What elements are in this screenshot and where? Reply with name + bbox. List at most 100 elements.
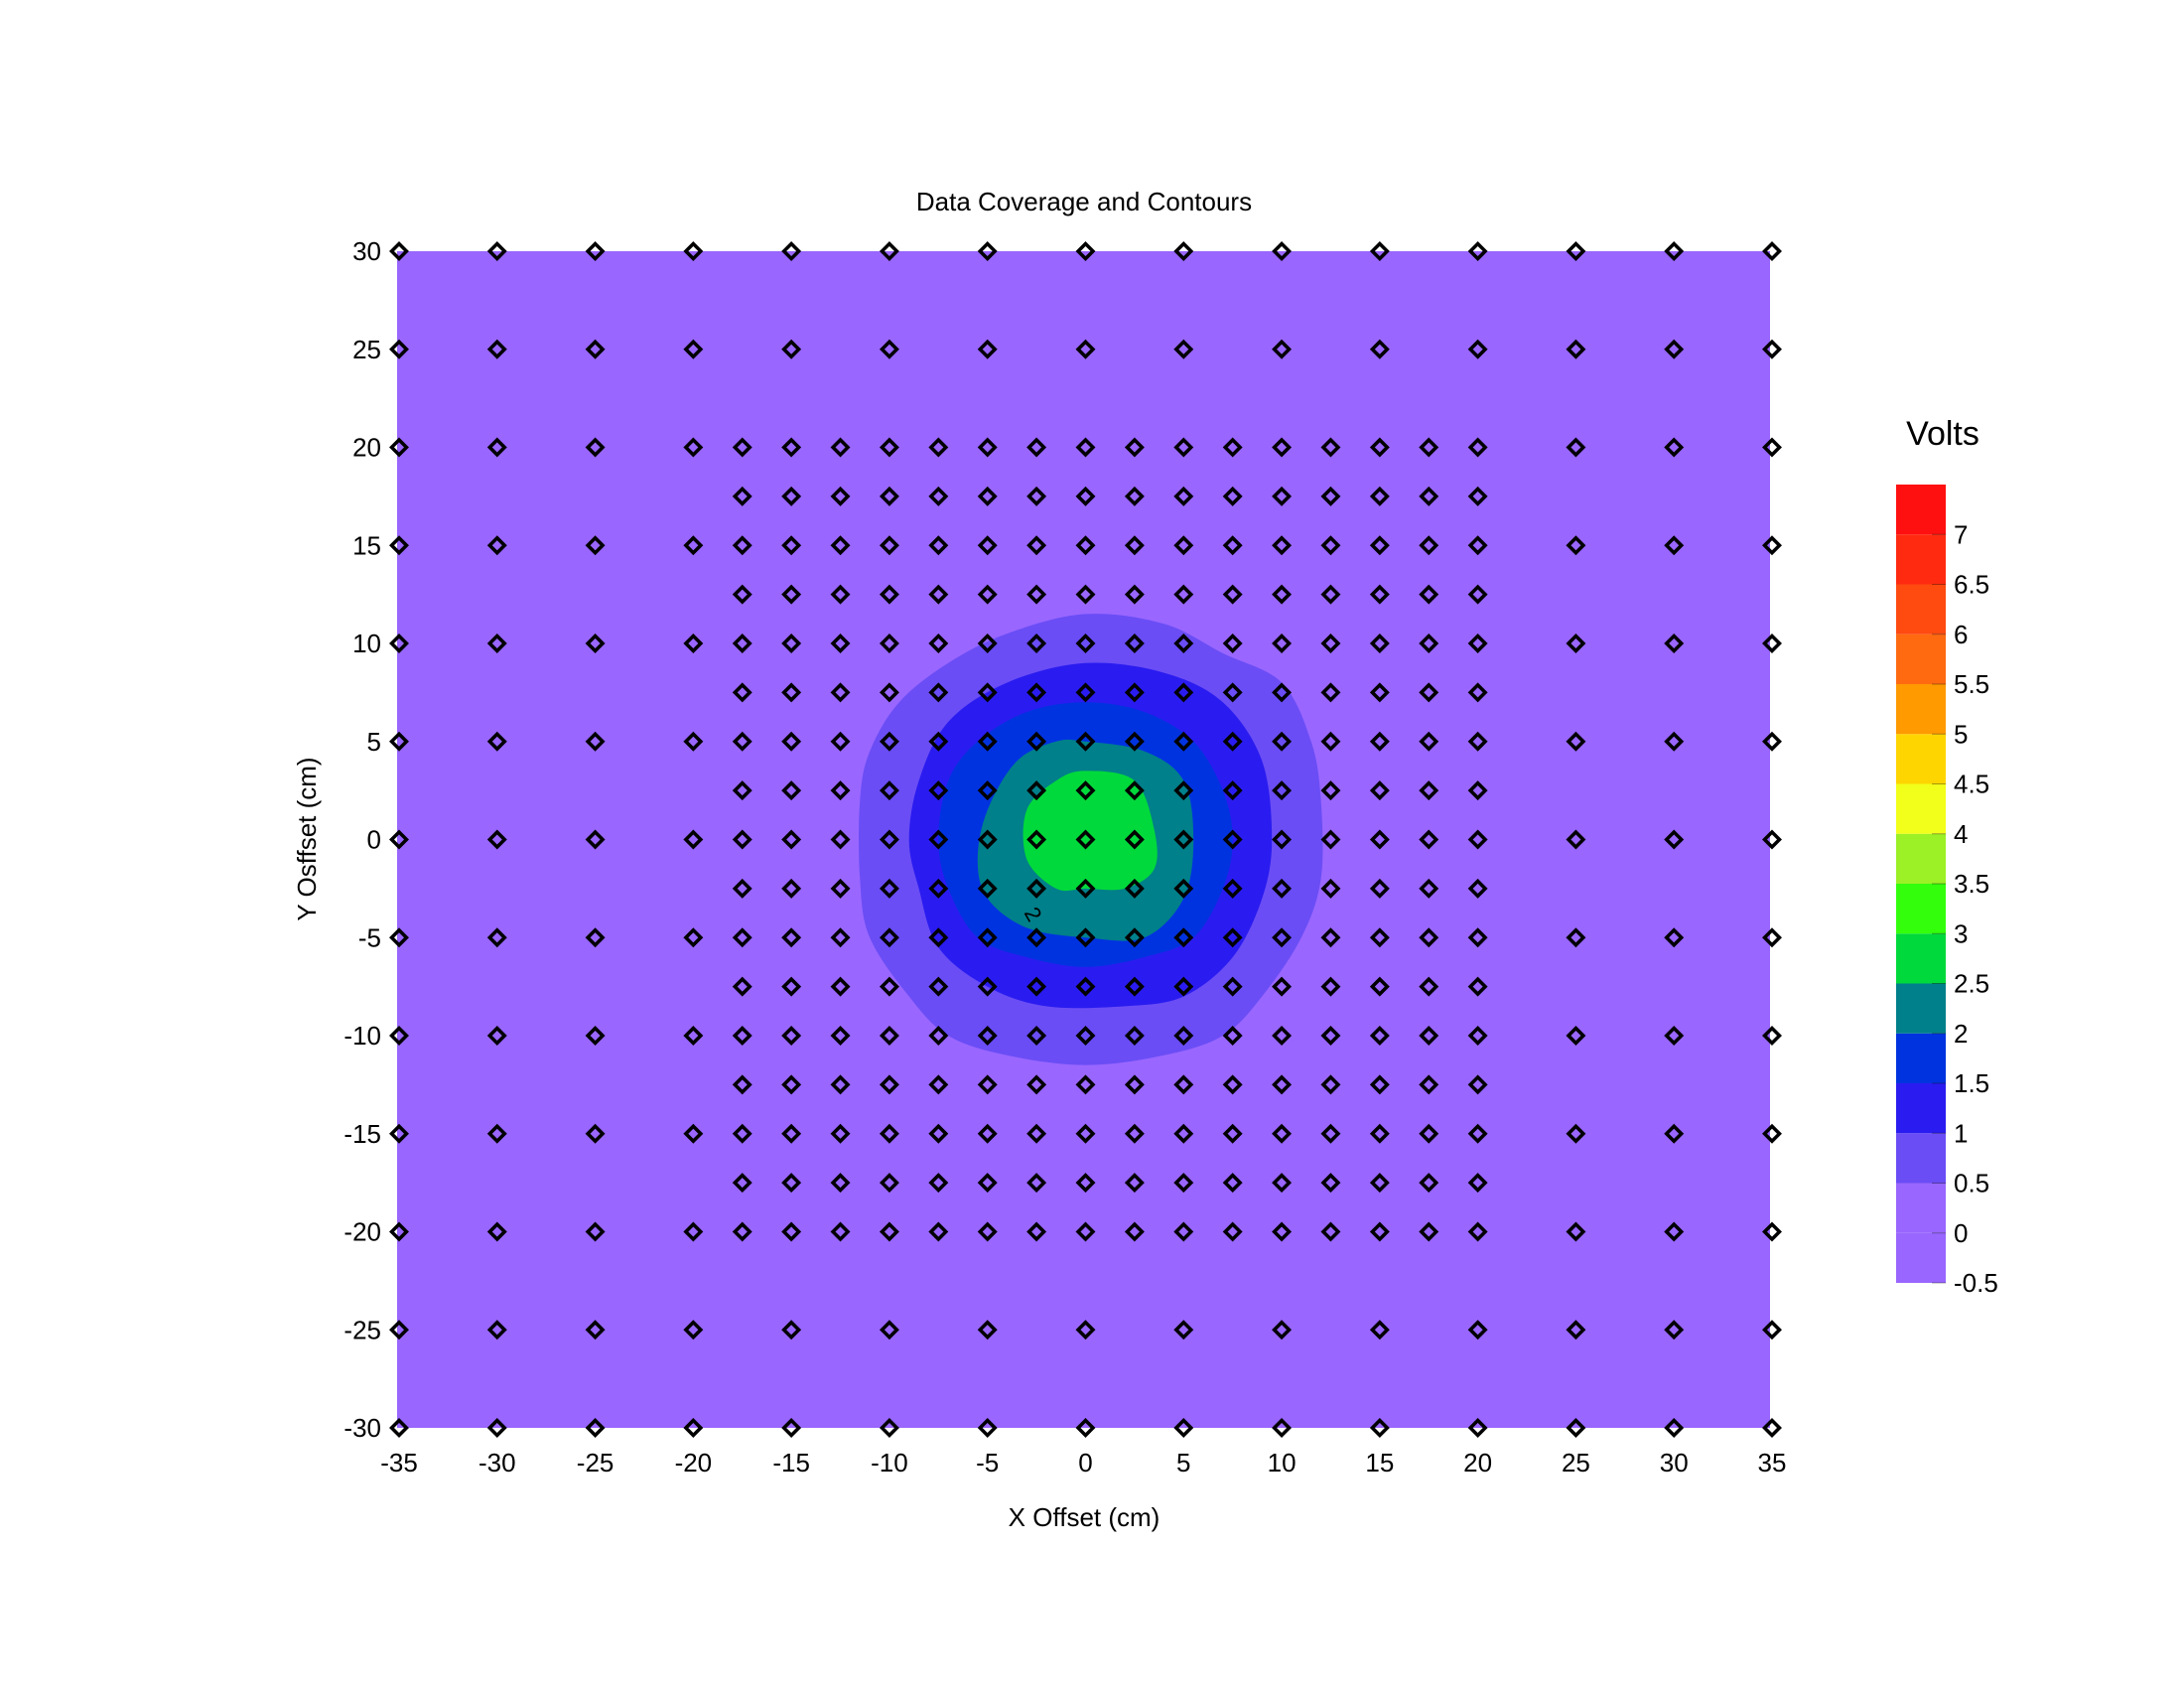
sample-point xyxy=(486,437,507,458)
sample-point xyxy=(1762,927,1782,948)
sample-point xyxy=(1467,633,1488,653)
sample-point xyxy=(879,1221,899,1242)
sample-point xyxy=(977,437,998,458)
sample-point xyxy=(1467,535,1488,556)
sample-point xyxy=(977,927,998,948)
sample-point xyxy=(1173,780,1194,801)
sample-point xyxy=(1419,682,1439,703)
sample-point xyxy=(977,1320,998,1340)
sample-point xyxy=(1467,1074,1488,1095)
sample-point xyxy=(928,731,949,752)
sample-point xyxy=(1124,976,1145,997)
sample-point xyxy=(830,584,851,605)
sample-point xyxy=(1566,927,1586,948)
sample-point xyxy=(1222,1123,1243,1144)
sample-point xyxy=(683,1320,704,1340)
sample-point xyxy=(830,829,851,850)
sample-point xyxy=(1124,780,1145,801)
sample-point xyxy=(1222,731,1243,752)
sample-point xyxy=(1369,486,1390,506)
sample-point xyxy=(683,1221,704,1242)
sample-point xyxy=(1762,437,1782,458)
sample-point xyxy=(781,486,802,506)
sample-point xyxy=(830,633,851,653)
sample-point xyxy=(1664,535,1685,556)
x-axis-label: X Offset (cm) xyxy=(1009,1502,1160,1532)
sample-point xyxy=(781,1026,802,1046)
colorbar-band xyxy=(1896,933,1946,984)
colorbar xyxy=(1896,485,1946,1283)
sample-point xyxy=(1124,486,1145,506)
sample-point xyxy=(1222,486,1243,506)
sample-point xyxy=(732,731,752,752)
y-tick-label: 30 xyxy=(352,236,381,266)
sample-point xyxy=(1272,1320,1293,1340)
sample-point xyxy=(585,927,606,948)
sample-point xyxy=(683,927,704,948)
sample-point xyxy=(1173,584,1194,605)
sample-point xyxy=(1272,486,1293,506)
sample-point xyxy=(1173,927,1194,948)
sample-point xyxy=(1419,1026,1439,1046)
colorbar-band xyxy=(1896,485,1946,535)
sample-point xyxy=(1320,1026,1341,1046)
sample-point xyxy=(830,780,851,801)
y-tick-label: 10 xyxy=(352,629,381,658)
colorbar-band xyxy=(1896,1033,1946,1083)
colorbar-band xyxy=(1896,884,1946,934)
sample-point xyxy=(1124,1026,1145,1046)
colorbar-band xyxy=(1896,1133,1946,1184)
sample-point xyxy=(879,1123,899,1144)
sample-point xyxy=(585,829,606,850)
sample-point xyxy=(1026,878,1047,899)
sample-point xyxy=(1419,976,1439,997)
sample-point xyxy=(389,927,409,948)
sample-point xyxy=(1272,1123,1293,1144)
sample-point xyxy=(389,829,409,850)
sample-point xyxy=(781,535,802,556)
colorbar-band xyxy=(1896,734,1946,784)
sample-point xyxy=(1467,1221,1488,1242)
sample-point xyxy=(732,437,752,458)
sample-point xyxy=(1320,731,1341,752)
sample-point xyxy=(1272,437,1293,458)
sample-point xyxy=(977,780,998,801)
colorbar-tick-label: 2.5 xyxy=(1954,969,1989,999)
sample-point xyxy=(585,1320,606,1340)
sample-point xyxy=(928,927,949,948)
sample-point xyxy=(977,486,998,506)
sample-point xyxy=(1566,1418,1586,1438)
colorbar-band xyxy=(1896,633,1946,684)
sample-point xyxy=(1566,437,1586,458)
sample-point xyxy=(1369,1320,1390,1340)
sample-point xyxy=(389,633,409,653)
sample-point xyxy=(683,339,704,359)
sample-point xyxy=(1419,878,1439,899)
colorbar-tick-label: 0.5 xyxy=(1954,1169,1989,1198)
sample-point xyxy=(1173,535,1194,556)
sample-point xyxy=(977,1418,998,1438)
sample-point xyxy=(1664,339,1685,359)
sample-point xyxy=(1026,1026,1047,1046)
sample-point xyxy=(1124,731,1145,752)
sample-point xyxy=(732,535,752,556)
sample-points xyxy=(389,241,1782,1438)
colorbar-band xyxy=(1896,584,1946,634)
sample-point xyxy=(1075,682,1096,703)
sample-point xyxy=(1272,682,1293,703)
sample-point xyxy=(1467,241,1488,261)
sample-point xyxy=(732,1173,752,1194)
sample-point xyxy=(830,682,851,703)
sample-point xyxy=(879,633,899,653)
sample-point xyxy=(1124,878,1145,899)
sample-point xyxy=(1369,1418,1390,1438)
sample-point xyxy=(486,1418,507,1438)
sample-point xyxy=(1173,241,1194,261)
sample-point xyxy=(879,878,899,899)
sample-point xyxy=(1222,1221,1243,1242)
sample-point xyxy=(1320,584,1341,605)
sample-point xyxy=(1026,976,1047,997)
sample-point xyxy=(1124,1074,1145,1095)
colorbar-tick-label: 6 xyxy=(1954,620,1968,649)
sample-point xyxy=(1026,829,1047,850)
